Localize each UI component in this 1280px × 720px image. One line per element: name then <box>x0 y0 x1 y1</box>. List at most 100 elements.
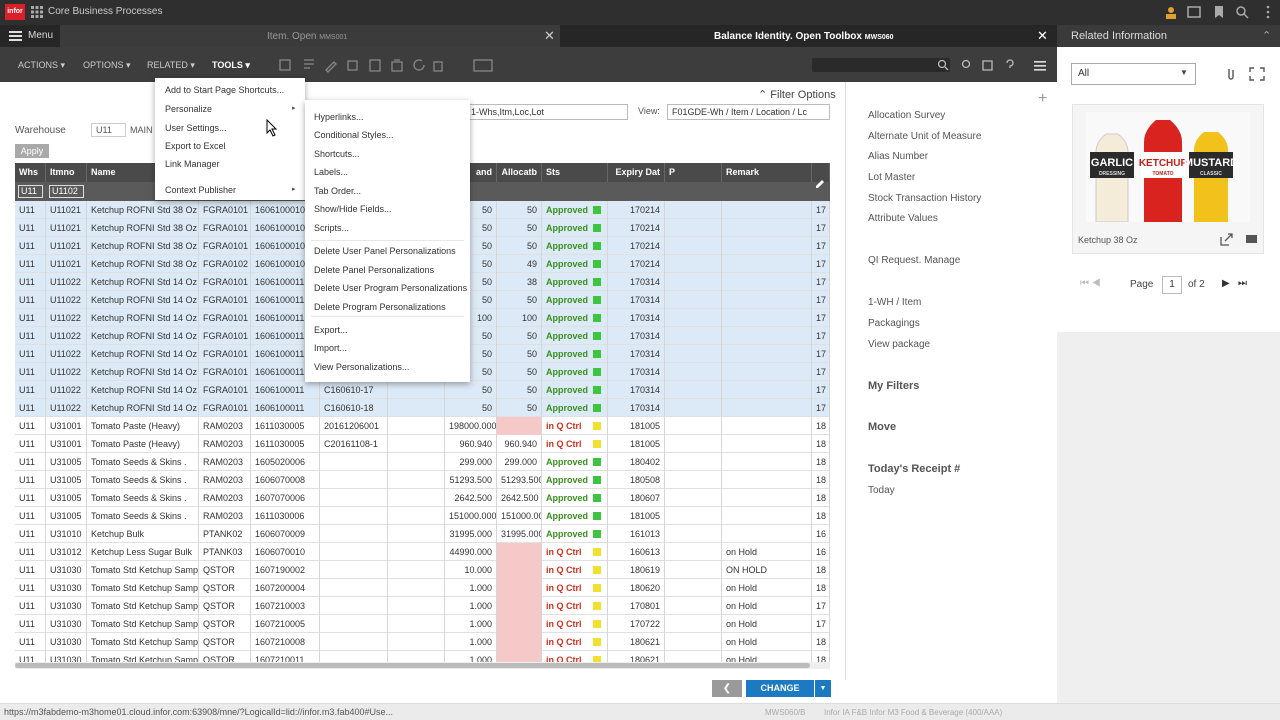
column-header[interactable]: Remark <box>722 163 812 182</box>
menu-icon[interactable] <box>9 31 22 41</box>
link[interactable]: Allocation Survey <box>868 110 945 121</box>
section-header[interactable]: Today's Receipt # <box>868 463 960 475</box>
menu-item[interactable]: Labels... <box>314 167 348 177</box>
menu-item[interactable]: Add to Start Page Shortcuts... <box>165 85 284 95</box>
apply-button[interactable]: Apply <box>15 144 49 158</box>
table-cell: 170314 <box>608 309 665 327</box>
panel-icons[interactable] <box>1224 66 1266 82</box>
table-row[interactable]: U11U31005Tomato Seeds & Skins .RAM020316… <box>15 507 830 525</box>
close-tab[interactable]: ✕ <box>544 28 555 44</box>
toolbar-icons[interactable] <box>278 57 498 73</box>
menu-item[interactable]: View Personalizations... <box>314 362 409 372</box>
card-icons[interactable] <box>1220 233 1260 247</box>
section-header[interactable]: My Filters <box>868 380 919 392</box>
table-cell: Tomato Seeds & Skins . <box>87 453 199 471</box>
table-row[interactable]: U11U31030Tomato Std Ketchup SampQSTOR160… <box>15 615 830 633</box>
table-cell <box>320 453 388 471</box>
filter-options[interactable]: ⌃ Filter Options <box>758 88 836 101</box>
menu-item[interactable]: Shortcuts... <box>314 149 360 159</box>
link[interactable]: 1-WH / Item <box>868 297 921 308</box>
toolbar-right-icons[interactable] <box>937 59 1049 73</box>
menu-item[interactable]: Context Publisher <box>165 185 236 195</box>
change-button[interactable]: CHANGE <box>746 680 814 697</box>
table-row[interactable]: U11U31030Tomato Std Ketchup SampQSTOR160… <box>15 633 830 651</box>
column-header[interactable]: Expiry Dat <box>608 163 665 182</box>
link[interactable]: QI Request. Manage <box>868 255 960 266</box>
column-header[interactable]: P <box>665 163 722 182</box>
link[interactable]: Stock Transaction History <box>868 193 981 204</box>
back-button[interactable]: ❮ <box>712 680 742 697</box>
related-filter[interactable]: All <box>1071 63 1196 85</box>
table-row[interactable]: U11U31001Tomato Paste (Heavy)RAM02031611… <box>15 435 830 453</box>
table-row[interactable]: U11U31005Tomato Seeds & Skins .RAM020316… <box>15 471 830 489</box>
first-page[interactable]: ⏮ ◀ <box>1080 278 1101 289</box>
menu-item[interactable]: Tab Order... <box>314 186 361 196</box>
table-row[interactable]: U11U31010Ketchup BulkPTANK02160607000931… <box>15 525 830 543</box>
change-dropdown[interactable]: ▼ <box>815 680 831 697</box>
menu-item[interactable]: Delete Program Personalizations <box>314 302 446 312</box>
filter-input[interactable]: U11 <box>18 185 43 198</box>
link[interactable]: Alternate Unit of Measure <box>868 131 981 142</box>
toolbar-menu-item[interactable]: OPTIONS ▾ <box>83 60 131 71</box>
column-header[interactable]: Whs <box>15 163 46 182</box>
column-header[interactable]: Allocatb <box>497 163 542 182</box>
filter-options-label[interactable]: Filter Options <box>770 89 835 101</box>
table-row[interactable]: U11U31005Tomato Seeds & Skins .RAM020316… <box>15 489 830 507</box>
link[interactable]: Packagings <box>868 318 920 329</box>
page-input[interactable]: 1 <box>1162 276 1182 294</box>
scrollbar[interactable] <box>15 662 830 669</box>
view-select[interactable]: F01GDE-Wh / Item / Location / Lc <box>667 104 830 120</box>
table-cell: 181005 <box>608 435 665 453</box>
menu-item[interactable]: Delete Panel Personalizations <box>314 265 434 275</box>
table-row[interactable]: U11U11022Ketchup ROFNI Std 14 OzFGRA0101… <box>15 381 830 399</box>
link[interactable]: Today <box>868 485 895 496</box>
next-page[interactable]: ▶ ⏭ <box>1222 278 1247 289</box>
menu-item[interactable]: Show/Hide Fields... <box>314 204 392 214</box>
link[interactable]: Attribute Values <box>868 213 938 224</box>
sort-select[interactable]: 1-Whs,Itm,Loc,Lot <box>466 104 628 120</box>
menu-item[interactable]: Personalize <box>165 104 212 114</box>
menu-item[interactable]: Conditional Styles... <box>314 130 394 140</box>
menu-label[interactable]: Menu <box>28 30 53 41</box>
table-row[interactable]: U11U31030Tomato Std Ketchup SampQSTOR160… <box>15 561 830 579</box>
column-header[interactable]: Itmno <box>46 163 87 182</box>
toolbar-menu-item[interactable]: TOOLS ▾ <box>212 60 250 71</box>
toolbar-menu-item[interactable]: ACTIONS ▾ <box>18 60 65 71</box>
dropdown-arrow[interactable]: ▼ <box>1180 68 1188 77</box>
table-row[interactable]: U11U11022Ketchup ROFNI Std 14 OzFGRA0101… <box>15 399 830 417</box>
menu-item[interactable]: Hyperlinks... <box>314 112 364 122</box>
toolbar-menu-item[interactable]: RELATED ▾ <box>147 60 195 71</box>
section-header[interactable]: Move <box>868 421 896 433</box>
collapse-icon[interactable]: ⌃ <box>1262 29 1271 42</box>
table-row[interactable]: U11U31030Tomato Std Ketchup SampQSTOR160… <box>15 597 830 615</box>
filter-input[interactable]: U1102 <box>49 185 84 198</box>
column-header[interactable]: Sts <box>542 163 608 182</box>
menu-item[interactable]: Export to Excel <box>165 141 226 151</box>
menu-item[interactable]: User Settings... <box>165 123 227 133</box>
search-box[interactable] <box>812 58 950 72</box>
close-tab[interactable]: ✕ <box>1037 28 1048 44</box>
menu-item[interactable]: Delete User Panel Personalizations <box>314 246 456 256</box>
link[interactable]: Alias Number <box>868 151 928 162</box>
edit-icon[interactable] <box>814 176 826 188</box>
top-icons[interactable] <box>1164 5 1274 20</box>
menu-item[interactable]: Export... <box>314 325 348 335</box>
link[interactable]: Lot Master <box>868 172 915 183</box>
add-icon[interactable]: + <box>1038 90 1047 108</box>
apps-icon[interactable] <box>31 6 43 18</box>
table-row[interactable]: U11U31012Ketchup Less Sugar BulkPTANK031… <box>15 543 830 561</box>
table-row[interactable]: U11U31001Tomato Paste (Heavy)RAM02031611… <box>15 417 830 435</box>
link[interactable]: View package <box>868 339 930 350</box>
table-row[interactable]: U11U31030Tomato Std Ketchup SampQSTOR160… <box>15 579 830 597</box>
menu-item[interactable]: Delete User Program Personalizations <box>314 283 467 293</box>
menu-item[interactable]: Import... <box>314 343 347 353</box>
warehouse-input[interactable]: U11 <box>91 123 126 137</box>
table-row[interactable]: U11U31005Tomato Seeds & Skins .RAM020316… <box>15 453 830 471</box>
table-cell: RAM0203 <box>199 507 251 525</box>
logo[interactable]: infor <box>5 4 25 20</box>
menu-item[interactable]: Scripts... <box>314 223 349 233</box>
table-cell: 17 <box>812 597 830 615</box>
menu-item[interactable]: Link Manager <box>165 159 220 169</box>
table-cell: 1.000 <box>445 579 497 597</box>
table-cell: RAM0203 <box>199 453 251 471</box>
